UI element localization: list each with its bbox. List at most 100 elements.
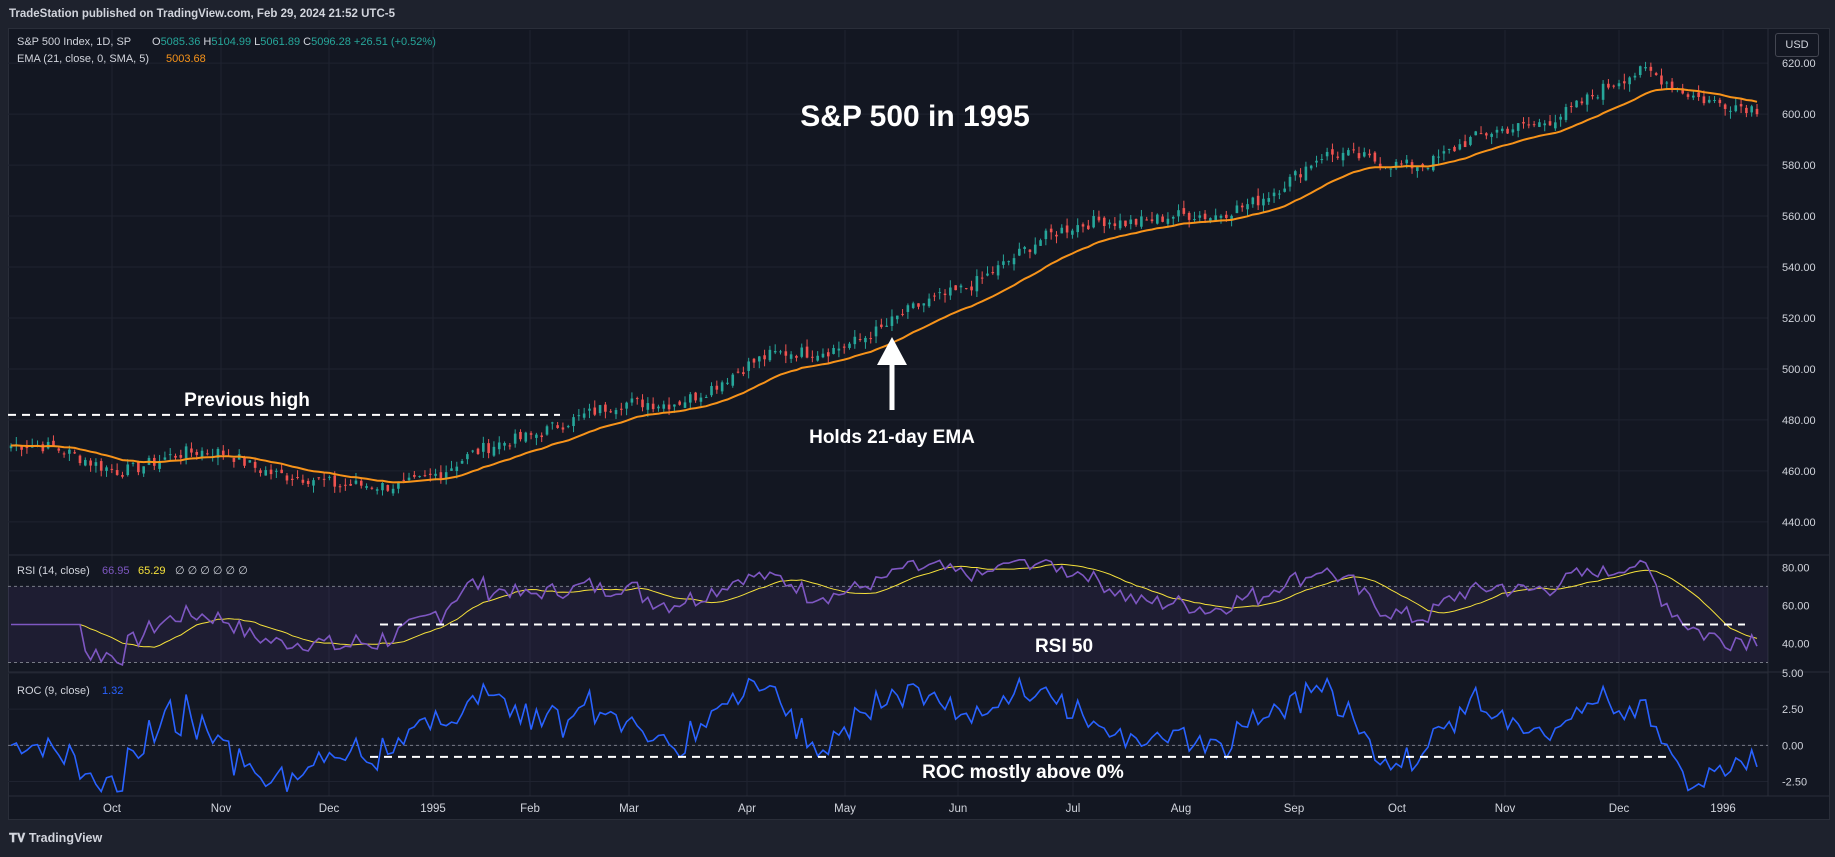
candle-body: [1108, 222, 1111, 225]
candle-body: [1628, 77, 1631, 85]
candle-body: [1092, 215, 1095, 228]
candle-body: [450, 468, 453, 471]
candle-body: [1049, 228, 1053, 233]
time-tick-label: Nov: [1495, 803, 1516, 815]
candle-body: [662, 404, 666, 409]
candle-body: [1755, 108, 1759, 115]
candle-body: [805, 346, 809, 358]
roc-tick-label: 5.00: [1782, 668, 1803, 680]
candle-body: [1134, 218, 1138, 225]
candle-body: [651, 403, 655, 410]
candle-body: [1437, 156, 1440, 158]
candle-body: [975, 276, 979, 292]
candle-body: [688, 394, 692, 403]
candle-body: [439, 472, 443, 479]
candle-body: [773, 350, 777, 353]
ohlc-value: 5085.36: [161, 36, 204, 48]
candle-body: [9, 445, 13, 449]
candle-body: [163, 457, 167, 460]
candle-body: [41, 444, 45, 452]
candle-body: [1124, 220, 1127, 227]
price-legend: S&P 500 Index, 1D, SP O5085.36 H5104.99 …: [17, 36, 436, 65]
candle-body: [641, 399, 644, 408]
candle-body: [131, 462, 135, 464]
candle-body: [1686, 94, 1690, 97]
footer-brand: TradingView: [28, 831, 103, 845]
candle-body: [720, 382, 724, 392]
time-tick-label: Oct: [103, 803, 122, 815]
candle-body: [216, 448, 220, 458]
candle-body: [1007, 261, 1011, 263]
candle-body: [551, 422, 554, 424]
candle-body: [614, 410, 618, 415]
candle-body: [1660, 75, 1663, 85]
candle-body: [99, 461, 103, 471]
candle-body: [1458, 144, 1462, 150]
candle-body: [970, 286, 973, 291]
candle-body: [678, 401, 681, 405]
legend-ohlc: O5085.36 H5104.99 L5061.89 C5096.28 +26.…: [152, 36, 436, 48]
ohlc-value: 5096.28: [311, 36, 354, 48]
ohlc-change: +26.51 (+0.52%): [354, 36, 436, 48]
currency-button[interactable]: USD: [1775, 33, 1819, 57]
candle-body: [221, 450, 225, 455]
candle-body: [933, 295, 936, 297]
candle-body: [630, 398, 634, 403]
candle-body: [1559, 116, 1562, 120]
candle-body: [1171, 216, 1175, 219]
rsi-legend: RSI (14, close) 66.95 65.29 ∅ ∅ ∅ ∅ ∅ ∅: [17, 565, 248, 577]
candle-body: [1156, 214, 1159, 224]
ohlc-key: L: [254, 36, 260, 48]
candle-body: [1081, 224, 1085, 227]
candle-body: [561, 427, 565, 430]
candle-body: [1018, 248, 1021, 256]
candle-body: [917, 303, 920, 307]
candle-body: [1140, 216, 1143, 227]
candle-body: [566, 426, 570, 428]
candle-body: [811, 356, 814, 358]
candle-body: [285, 475, 289, 481]
candle-body: [1511, 129, 1515, 133]
candle-body: [1065, 225, 1069, 233]
candle-body: [1601, 83, 1605, 100]
candle-body: [1516, 123, 1520, 131]
candle-body: [673, 404, 676, 407]
candle-body: [1745, 107, 1748, 114]
rsi-value: 66.95: [102, 565, 130, 577]
candle-body: [1113, 223, 1117, 226]
candle-body: [78, 455, 82, 464]
candle-body: [1262, 198, 1265, 206]
candle-body: [635, 398, 639, 400]
candle-body: [535, 434, 538, 438]
ohlc-key: O: [152, 36, 161, 48]
candle-body: [1166, 218, 1170, 224]
candle-body: [296, 477, 299, 479]
candle-body: [94, 462, 98, 466]
candle-body: [121, 474, 124, 477]
candle-body: [1692, 95, 1695, 98]
candle-body: [253, 461, 257, 468]
roc-tick-label: -2.50: [1782, 777, 1807, 789]
candle-body: [1055, 234, 1058, 237]
time-tick-label: 1995: [420, 803, 446, 815]
rsi-tick-label: 60.00: [1782, 600, 1810, 612]
price-tick-label: 520.00: [1782, 313, 1816, 325]
roc-label: ROC (9, close): [17, 685, 90, 697]
candle-body: [1304, 166, 1308, 181]
candle-body: [885, 325, 888, 327]
candle-body: [736, 371, 740, 373]
candle-body: [381, 482, 384, 491]
candle-body: [1352, 149, 1355, 151]
price-tick-label: 440.00: [1782, 517, 1816, 529]
candle-body: [1469, 137, 1472, 145]
candle-body: [646, 403, 650, 410]
candle-body: [110, 468, 114, 470]
candle-body: [20, 446, 23, 450]
candle-body: [620, 408, 623, 410]
candle-body: [126, 464, 130, 476]
ema-line: [10, 88, 1758, 484]
roc-legend: ROC (9, close) 1.32: [17, 685, 123, 697]
price-tick-label: 620.00: [1782, 58, 1816, 70]
candle-body: [1702, 96, 1706, 104]
